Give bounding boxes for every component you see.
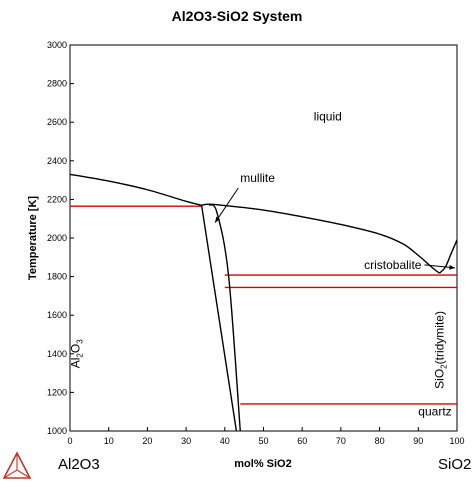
x-tick-label: 60 [297, 436, 307, 446]
x-tick-label: 0 [67, 436, 72, 446]
x-tick-label: 10 [104, 436, 114, 446]
y-tick-label: 2800 [47, 79, 67, 89]
annotation-arrow [214, 187, 239, 223]
y-tick-label: 1000 [47, 426, 67, 436]
vertical-label-base: Al [69, 358, 83, 369]
y-tick-label: 3000 [47, 40, 67, 50]
vertical-compound-label: Al2O3 [69, 339, 85, 368]
x-tick-label: 20 [142, 436, 152, 446]
phase-boundary-line [439, 239, 458, 274]
right-endpoint-label: SiO2 [438, 456, 471, 473]
phase-boundary-line [69, 173, 202, 206]
y-tick-label: 1400 [47, 349, 67, 359]
annotation-quartz: quartz [418, 405, 451, 419]
annotation-arrowhead [215, 216, 221, 223]
vertical-label-mid: (tridymite) [432, 311, 446, 364]
vertical-label-sub1: 2 [439, 364, 448, 369]
x-tick-label: 40 [220, 436, 230, 446]
x-tick-label: 80 [375, 436, 385, 446]
annotation-arrowhead [449, 265, 455, 270]
annotation-mullite: mullite [240, 171, 275, 185]
x-tick-label: 90 [413, 436, 423, 446]
left-endpoint-label: Al2O3 [58, 456, 100, 473]
y-axis-label: Temperature [K] [27, 196, 39, 280]
x-tick-label: 100 [449, 436, 464, 446]
x-tick-label: 70 [336, 436, 346, 446]
chart-title: Al2O3-SiO2 System [172, 8, 303, 24]
y-tick-label: 2000 [47, 233, 67, 243]
phase-boundary-line [208, 204, 241, 432]
thermo-logo-icon [2, 451, 32, 479]
y-tick-label: 2400 [47, 156, 67, 166]
annotation-cristobalite: cristobalite [364, 258, 422, 272]
y-tick-label: 1600 [47, 310, 67, 320]
y-tick-label: 2200 [47, 194, 67, 204]
y-tick-label: 1200 [47, 387, 67, 397]
y-tick-label: 1800 [47, 272, 67, 282]
x-tick-label: 50 [258, 436, 268, 446]
chart-marks: 0 10 20 30 40 50 60 70 80 90 100 1000 1200 1400 1600 18… [47, 40, 465, 446]
y-tick-label: 2600 [47, 117, 67, 127]
vertical-compound-label: SiO2(tridymite) [432, 311, 448, 389]
phase-boundary-line [200, 205, 238, 432]
vertical-label-mid: O [69, 344, 83, 353]
vertical-label-base: SiO [432, 369, 446, 389]
annotation-liquid: liquid [314, 109, 342, 123]
vertical-label-sub2: 3 [76, 339, 85, 344]
vertical-label-sub1: 2 [76, 353, 85, 358]
plot-area [69, 44, 458, 432]
phase-boundary-line [201, 203, 440, 274]
x-axis-label: mol% SiO2 [234, 458, 291, 470]
x-tick-label: 30 [181, 436, 191, 446]
